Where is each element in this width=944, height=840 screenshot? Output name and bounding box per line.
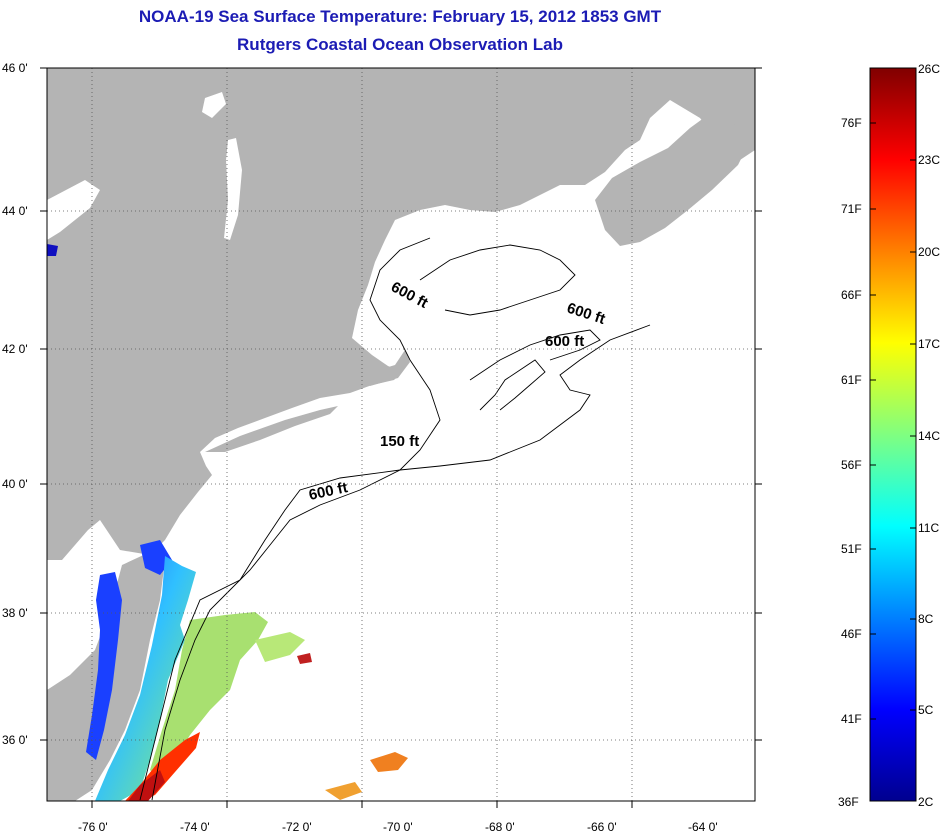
lat-label: 38 0' [2, 606, 28, 620]
contour-ledges [479, 359, 546, 411]
celsius-label: 2C [918, 795, 934, 809]
sst-warm-patch [325, 782, 362, 800]
delaware-bay [140, 540, 172, 575]
celsius-label: 14C [918, 429, 940, 443]
sst-shelf-cold [95, 556, 196, 801]
colorbar-ticks [870, 67, 916, 720]
celsius-label: 17C [918, 337, 940, 351]
inland-lake [224, 138, 242, 240]
sst-warm-patch [370, 752, 408, 772]
fahrenheit-label: 76F [841, 116, 862, 130]
fahrenheit-label: 51F [841, 542, 862, 556]
contour-600ft [139, 324, 651, 801]
fahrenheit-label: 46F [841, 627, 862, 641]
lon-label: -66 0' [587, 820, 617, 834]
fahrenheit-label: 61F [841, 373, 862, 387]
celsius-label: 8C [918, 612, 934, 626]
lon-label: -64 0' [688, 820, 718, 834]
land-mainland [47, 68, 755, 560]
lat-label: 40 0' [2, 477, 28, 491]
fahrenheit-label: 56F [841, 458, 862, 472]
land-nova-scotia [595, 112, 748, 246]
land-cape-cod [362, 350, 410, 386]
bathymetry-contours [139, 237, 651, 801]
sst-offshore-patch [255, 632, 305, 662]
celsius-label: 20C [918, 245, 940, 259]
lon-label: -76 0' [78, 820, 108, 834]
sst-warm-blob [297, 653, 312, 664]
lon-label: -74 0' [180, 820, 210, 834]
inland-lake [47, 180, 100, 240]
inland-lake [202, 92, 226, 118]
sst-offshore-warm [150, 612, 268, 780]
land-long-island [205, 406, 338, 452]
celsius-label: 26C [918, 62, 940, 76]
lon-label: -72 0' [282, 820, 312, 834]
celsius-label: 11C [918, 521, 939, 535]
chesapeake-bay [86, 572, 122, 760]
celsius-label: 23C [918, 153, 940, 167]
contour-gulf-maine [419, 244, 576, 316]
fahrenheit-label: 71F [841, 202, 862, 216]
inland-lake-cold [47, 244, 58, 256]
map-frame [46, 67, 756, 802]
fahrenheit-label: 36F [838, 795, 859, 809]
map-title: NOAA-19 Sea Surface Temperature: Februar… [138, 7, 662, 26]
lat-label: 44 0' [2, 204, 28, 218]
lat-label: 42 0' [2, 342, 28, 356]
lon-label: -70 0' [383, 820, 413, 834]
contour-label: 600 ft [545, 333, 584, 350]
fahrenheit-label: 41F [841, 712, 862, 726]
axis-ticks [40, 67, 762, 808]
contour-150ft [151, 237, 441, 801]
fahrenheit-label: 66F [841, 288, 862, 302]
lat-label: 36 0' [2, 733, 28, 747]
lat-label: 46 0' [2, 61, 28, 75]
lon-label: -68 0' [485, 820, 515, 834]
celsius-label: 5C [918, 703, 934, 717]
map-subtitle: Rutgers Coastal Ocean Observation Lab [237, 35, 563, 54]
contour-georges [469, 329, 601, 381]
contour-label: 150 ft [380, 433, 419, 450]
colorbar [869, 67, 917, 802]
